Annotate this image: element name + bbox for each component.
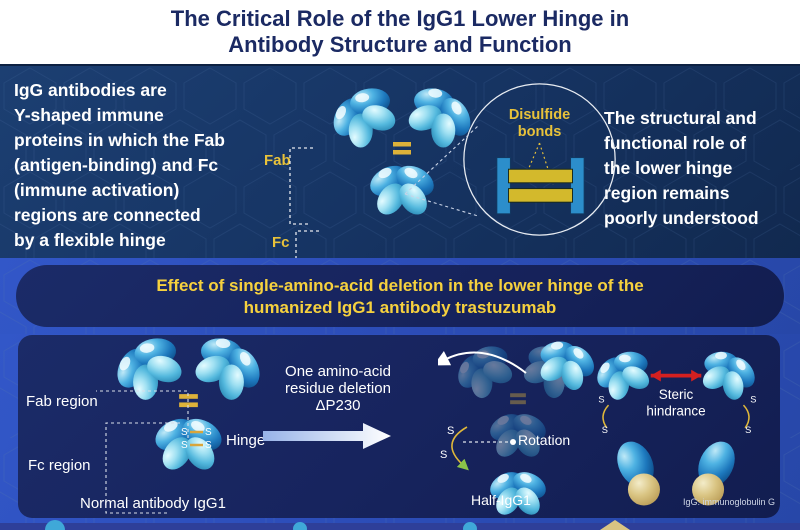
svg-text:S: S [181, 427, 188, 438]
svg-text:S: S [745, 425, 751, 435]
svg-text:Steric: Steric [659, 387, 694, 402]
svg-text:Disulfide: Disulfide [509, 107, 570, 123]
svg-text:S: S [205, 427, 212, 438]
svg-text:S: S [750, 395, 756, 405]
svg-text:S: S [598, 395, 604, 405]
svg-text:bonds: bonds [518, 124, 562, 140]
svg-text:S: S [205, 440, 212, 451]
svg-text:hindrance: hindrance [646, 403, 705, 418]
svg-text:S: S [602, 425, 608, 435]
svg-text:S: S [181, 440, 188, 451]
